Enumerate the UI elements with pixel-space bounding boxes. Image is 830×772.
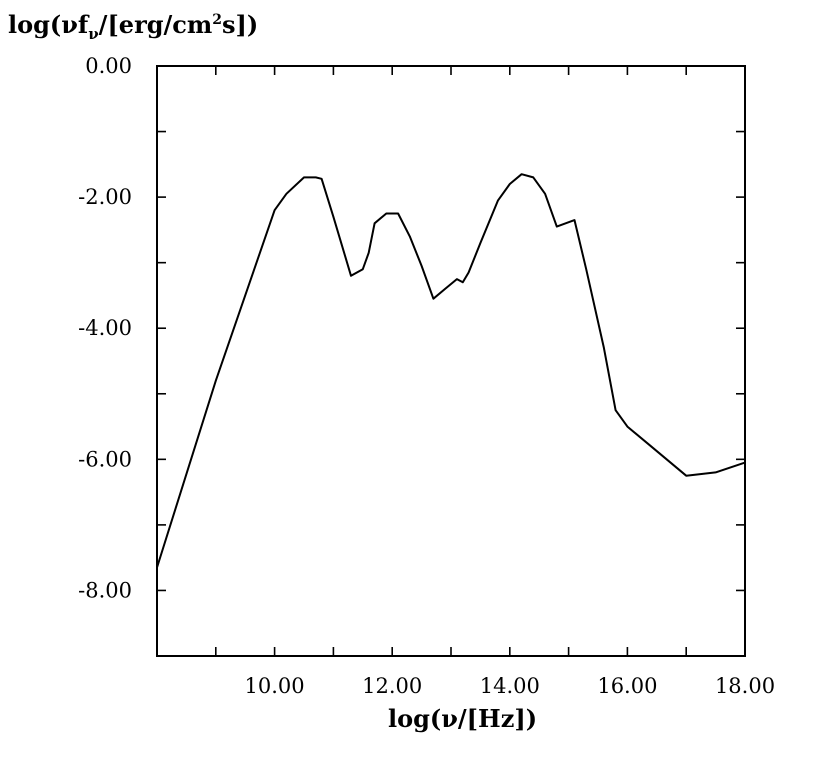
x-tick-label: 16.00 bbox=[597, 674, 657, 698]
tick-labels: 10.00 12.00 14.00 16.00 18.00 0.00 -2.00 -4.00 -… bbox=[78, 54, 775, 698]
x-tick-label: 12.00 bbox=[362, 674, 422, 698]
axis-ticks bbox=[157, 66, 745, 656]
x-tick-label: 14.00 bbox=[480, 674, 540, 698]
y-tick-label: 0.00 bbox=[85, 54, 132, 78]
x-tick-label: 18.00 bbox=[715, 674, 775, 698]
y-axis-label: log(νfν/[erg/cm2s]) bbox=[8, 10, 259, 43]
x-tick-label: 10.00 bbox=[245, 674, 305, 698]
plot-frame bbox=[156, 65, 746, 657]
y-tick-label: -4.00 bbox=[78, 316, 132, 340]
y-tick-label: -6.00 bbox=[78, 447, 132, 471]
y-tick-label: -8.00 bbox=[78, 578, 132, 602]
y-tick-label: -2.00 bbox=[78, 185, 132, 209]
series-line bbox=[156, 173, 746, 568]
x-axis-label: log(ν/[Hz]) bbox=[388, 704, 538, 733]
